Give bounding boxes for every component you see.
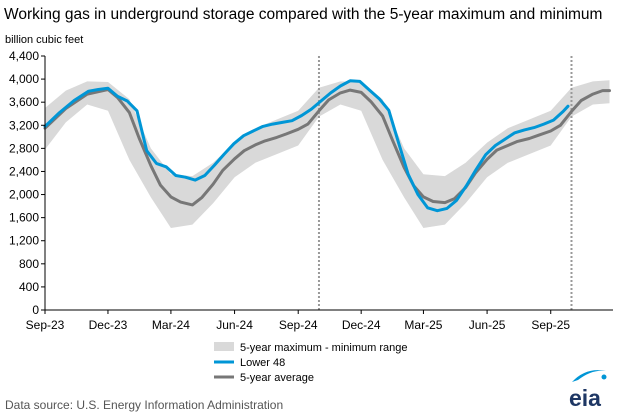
chart-title: Working gas in underground storage compa… (4, 6, 602, 23)
x-tick-label: Sep-23 (26, 318, 65, 332)
x-tick-label: Mar-25 (404, 318, 442, 332)
y-tick-label: 400 (19, 280, 39, 294)
x-tick-label: Mar-24 (152, 318, 190, 332)
range-band (45, 80, 610, 228)
x-tick-label: Sep-25 (531, 318, 570, 332)
y-tick-label: 1,600 (9, 211, 39, 225)
eia-logo-dot (601, 374, 607, 380)
x-tick-label: Dec-24 (342, 318, 381, 332)
x-tick-label: Sep-24 (279, 318, 318, 332)
x-tick-label: Jun-25 (469, 318, 506, 332)
x-tick-label: Dec-23 (89, 318, 128, 332)
y-tick-label: 1,200 (9, 234, 39, 248)
y-tick-label: 2,000 (9, 188, 39, 202)
eia-logo-swoosh (572, 370, 606, 382)
legend-swatch-range (214, 342, 234, 351)
y-tick-label: 0 (32, 303, 39, 317)
legend-label-avg: 5-year average (240, 372, 314, 384)
y-tick-label: 3,200 (9, 118, 39, 132)
y-tick-label: 4,000 (9, 72, 39, 86)
source-note: Data source: U.S. Energy Information Adm… (5, 398, 283, 412)
legend-label-lower48: Lower 48 (240, 357, 285, 369)
y-tick-label: 4,400 (9, 49, 39, 63)
y-tick-label: 2,800 (9, 141, 39, 155)
eia-logo: eia (569, 370, 607, 411)
plot-area (43, 56, 611, 310)
eia-logo-text: eia (569, 385, 601, 411)
axes: 0 400 800 1,200 1,600 2,000 2,400 2,800 3,200 3,6… (9, 49, 613, 332)
series-line-avg (43, 88, 611, 207)
y-tick-label: 3,600 (9, 95, 39, 109)
y-axis-label: billion cubic feet (5, 34, 83, 46)
y-tick-label: 2,400 (9, 164, 39, 178)
series-line-lower48 (43, 79, 570, 213)
legend-label-range: 5-year maximum - minimum range (240, 342, 407, 354)
legend: 5-year maximum - minimum range Lower 48 … (214, 342, 407, 384)
y-tick-label: 800 (19, 257, 39, 271)
x-tick-label: Jun-24 (216, 318, 253, 332)
